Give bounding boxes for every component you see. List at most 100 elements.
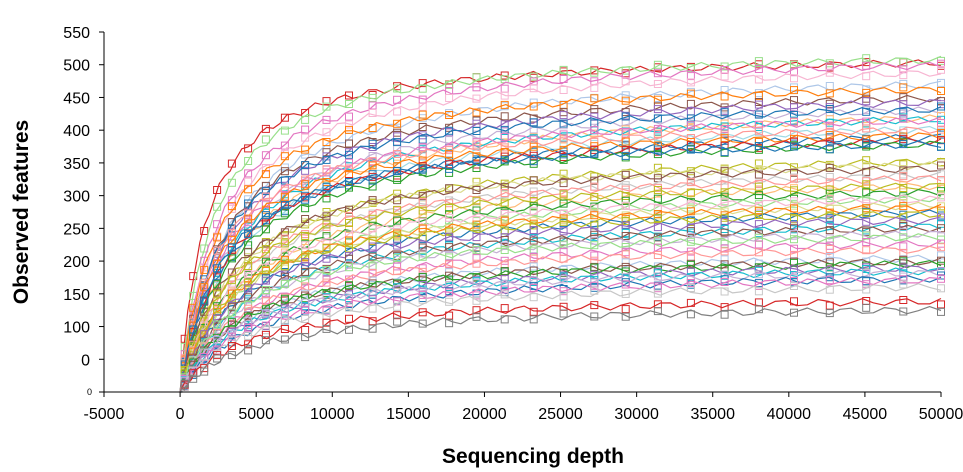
series-marker [937,284,945,293]
series-marker [825,276,834,285]
series-marker [244,284,253,293]
series-marker [500,91,509,100]
series-marker [227,276,236,285]
series-marker [559,150,568,159]
series-marker [189,374,198,383]
series-marker [261,187,270,196]
series-marker [500,112,509,121]
series-marker [393,302,402,311]
series-line [179,125,942,393]
series-marker [500,155,509,164]
series-marker [445,199,454,208]
series-marker [368,124,377,132]
series-marker [899,257,908,266]
series-marker [261,135,270,144]
series-marker [500,100,509,109]
series-marker [393,205,402,214]
series-marker [899,166,908,175]
series-marker [937,102,945,111]
series-marker [472,152,481,161]
series-marker [301,133,310,142]
series-marker [301,315,310,323]
series-markers [180,102,945,367]
series-marker [445,150,454,159]
series-marker [180,379,189,388]
series-marker [686,279,695,287]
series-marker [590,182,599,191]
series-marker [280,325,289,333]
series-marker [368,224,377,233]
series-marker [862,238,871,246]
series-marker [280,279,289,288]
series-marker [445,243,454,252]
series-marker [559,275,568,284]
series-marker [559,199,568,208]
series-marker [301,276,310,285]
series-marker [825,226,834,235]
series-marker [590,312,599,321]
series-marker [686,178,695,187]
series-markers [180,180,945,374]
series-marker [559,209,568,218]
series-marker [280,167,289,176]
series-marker [862,303,871,312]
series-marker [790,204,798,213]
series-marker [500,246,509,254]
series-marker [393,267,402,276]
x-tick-label: 50000 [919,406,963,423]
series-marker [937,202,945,211]
series-marker [261,225,270,234]
series-marker [500,315,509,324]
series-marker [790,235,798,244]
series-marker [621,262,630,271]
series-marker [301,204,310,213]
series-marker [790,174,798,183]
series-marker [529,102,538,111]
series-marker [472,196,481,205]
series-line [179,116,941,393]
series-marker [529,221,538,230]
series-marker [559,309,568,318]
series-marker [653,114,662,123]
series-marker [720,198,729,207]
series-marker [445,111,454,119]
series-marker [621,151,630,160]
series-marker [280,294,289,303]
series-marker [472,312,481,321]
series-marker [937,193,945,202]
series-marker [418,252,427,261]
series-marker [244,199,253,208]
series-marker [261,192,270,201]
series-marker [825,211,834,220]
series-marker [213,354,222,363]
series-marker [825,195,834,204]
series-marker [500,304,509,313]
series-marker [937,170,945,179]
series-marker [301,166,310,175]
series-marker [899,280,908,289]
series-marker [862,231,871,240]
series-marker [500,189,509,197]
series-marker [345,91,353,100]
y-tick-label: 150 [63,287,90,304]
series-marker [529,176,538,185]
series-marker [937,87,945,95]
series-marker [393,285,402,294]
series-marker [213,233,222,242]
series-marker [418,84,427,93]
series-marker [322,128,331,137]
series-marker [213,259,222,268]
series-line [179,61,942,393]
series-marker [280,228,289,237]
series-marker [899,233,908,242]
series-marker [280,176,289,185]
series-marker [653,223,662,232]
series-marker [529,202,538,211]
series-marker [559,119,568,128]
series-marker [345,314,353,323]
series-marker [653,105,662,114]
series-marker [862,72,871,81]
series-marker [529,226,538,235]
series-marker [500,290,509,299]
series-marker [345,183,353,192]
